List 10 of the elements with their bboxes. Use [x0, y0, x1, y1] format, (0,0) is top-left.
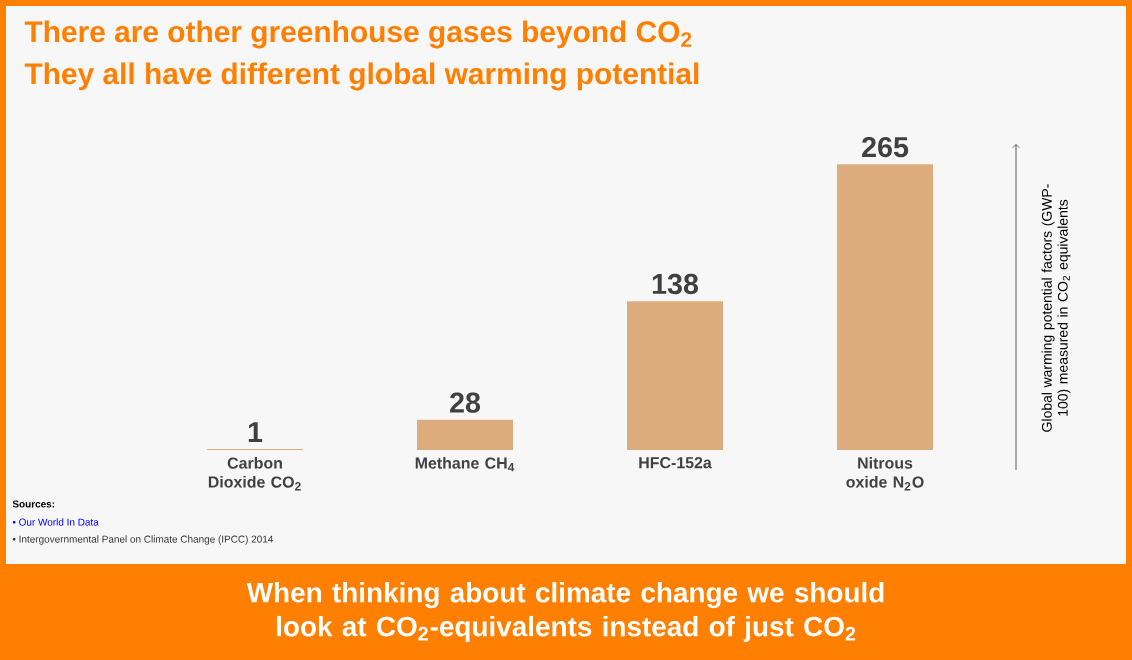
text: When thinking about climate change we should look at CO$_{2}$-equivalents instead of just CO$_{2}$ — [246, 582, 884, 642]
bar — [837, 164, 934, 450]
bar — [417, 419, 514, 450]
bar — [627, 301, 724, 450]
chart-subtitle: They all have different global warming potential — [24, 62, 699, 91]
data-label: 265 — [862, 136, 909, 158]
data-label: 138 — [652, 273, 699, 295]
data-label: 28 — [450, 392, 481, 413]
chart-title: There are other greenhouse gases beyond CO$_{2}$ — [24, 20, 692, 49]
data-label: 1 — [248, 422, 263, 442]
